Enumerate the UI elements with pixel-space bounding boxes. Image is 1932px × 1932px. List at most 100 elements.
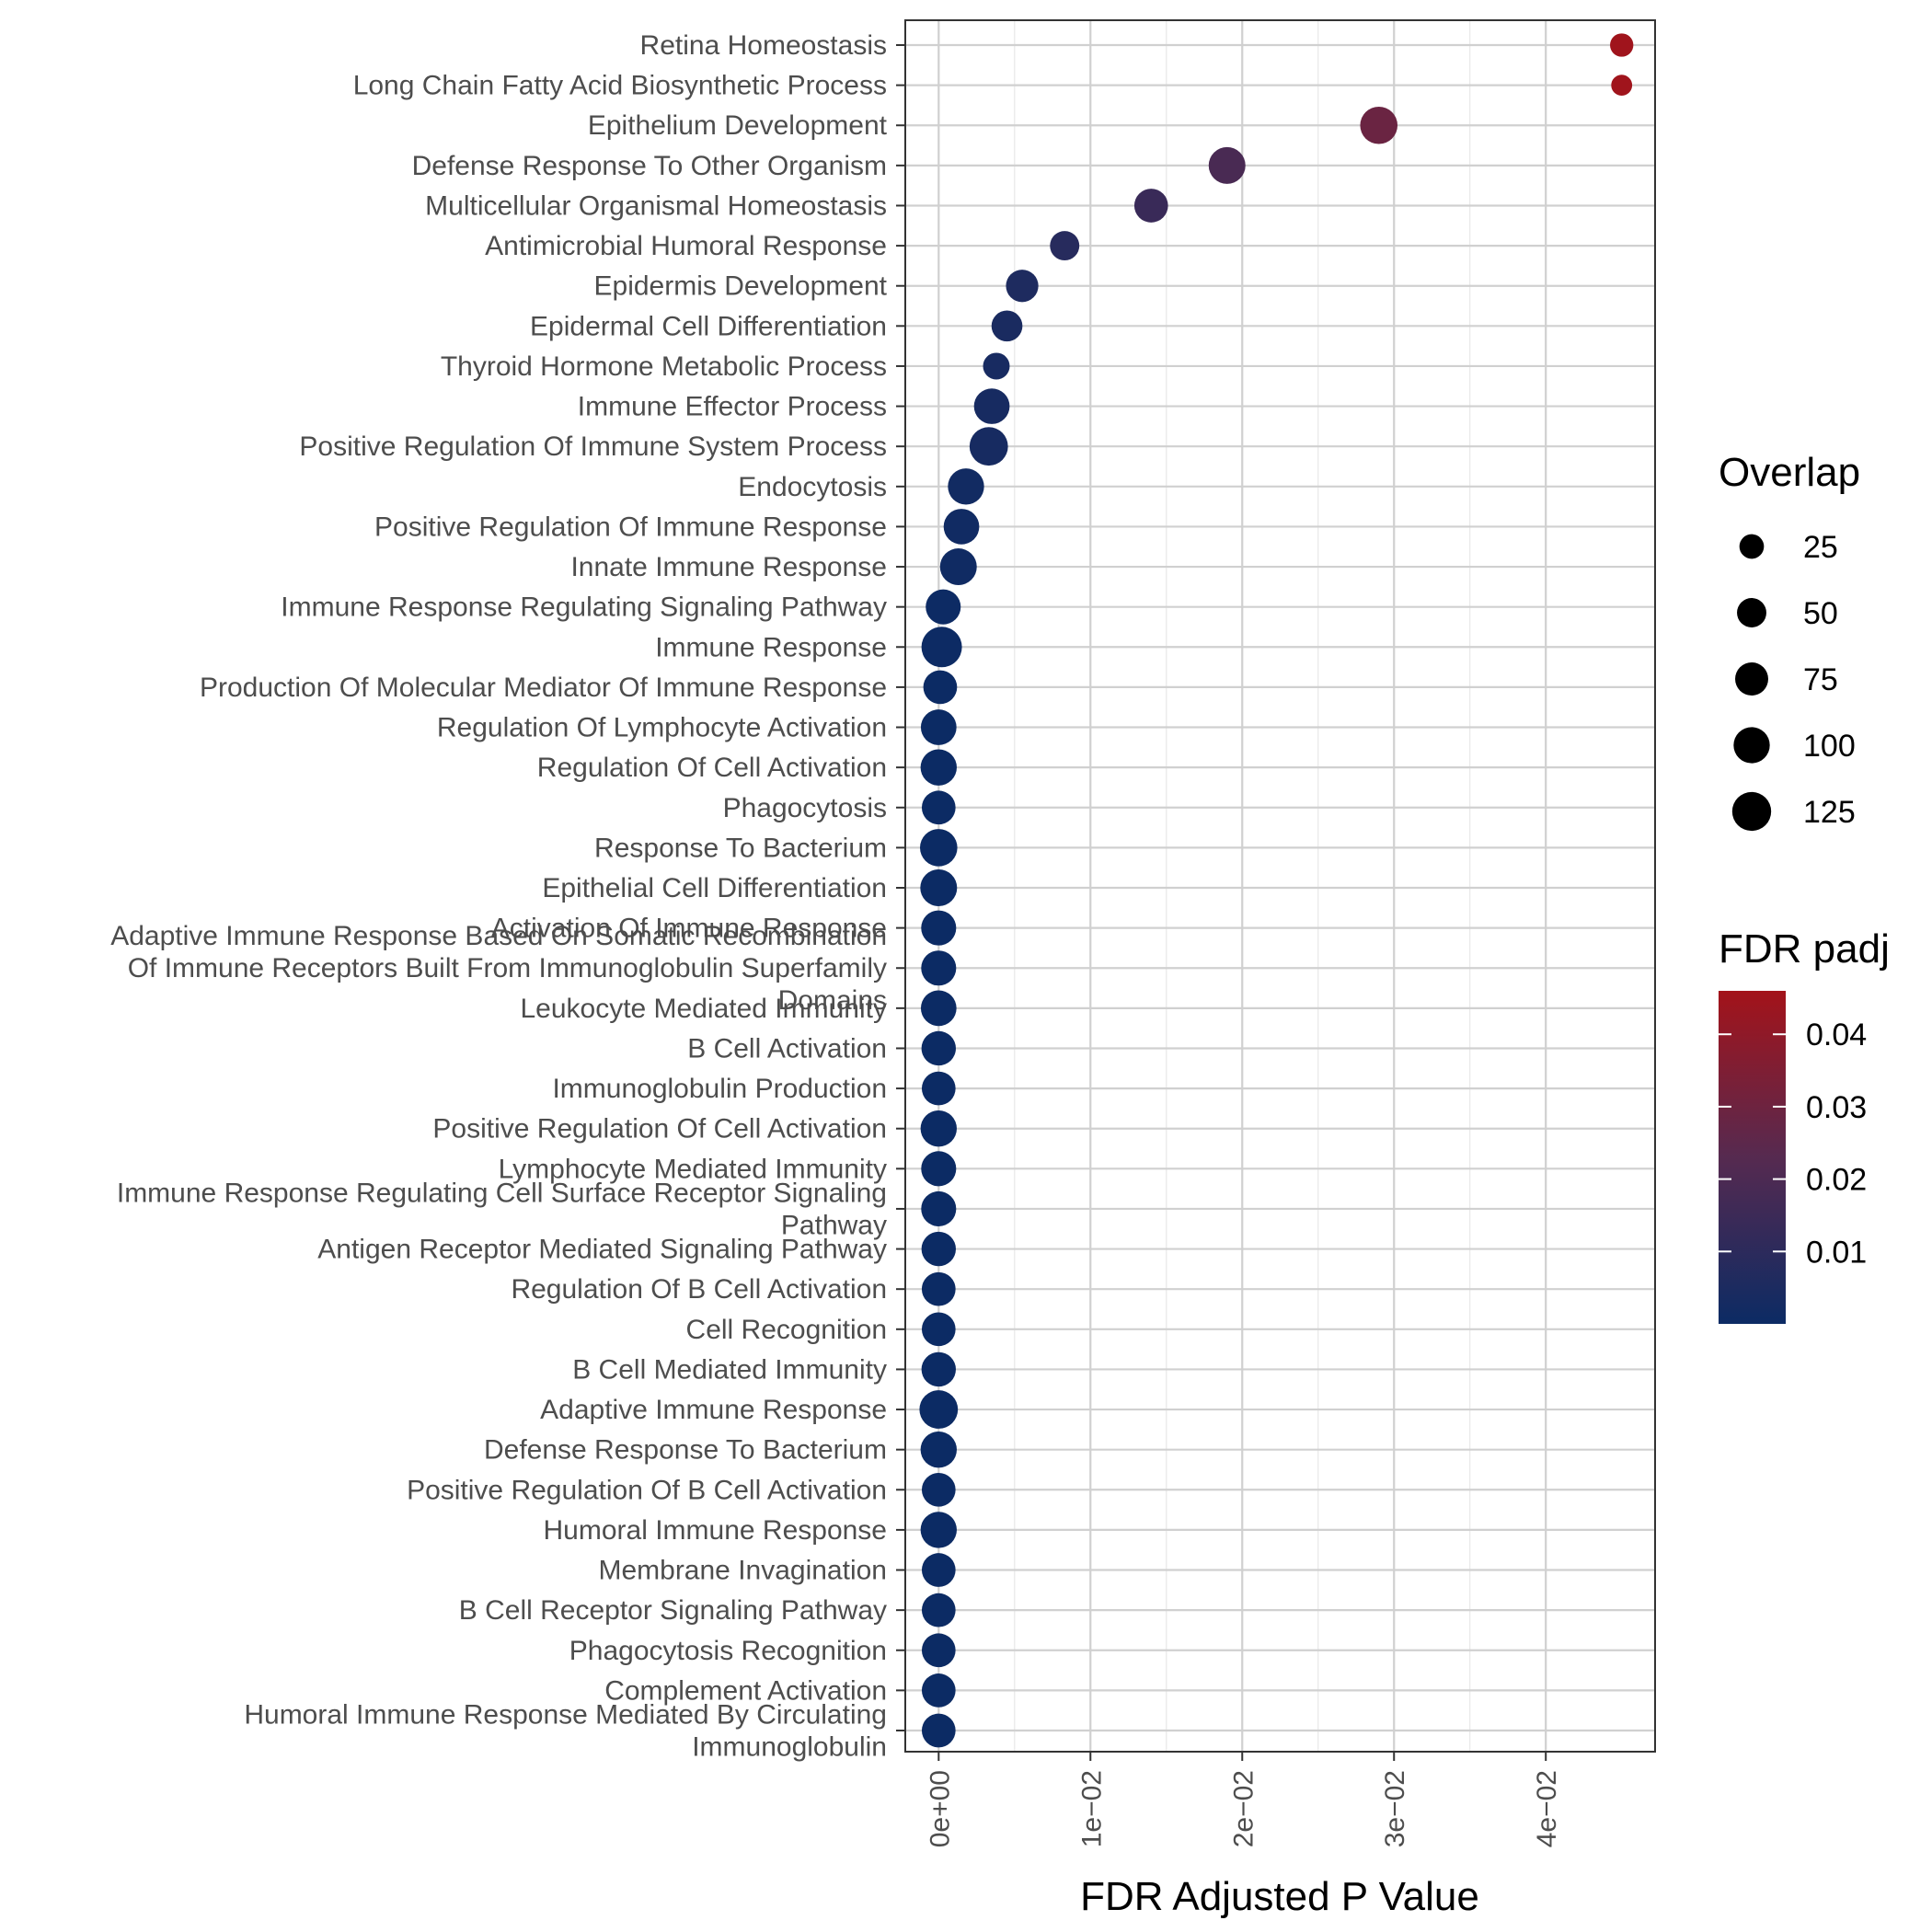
y-axis-label: Immunoglobulin Production — [552, 1074, 887, 1104]
x-tick-label: 0e+00 — [925, 1770, 955, 1847]
data-point — [921, 1673, 956, 1708]
y-axis-label: Regulation Of Cell Activation — [537, 753, 887, 783]
y-axis-label: Innate Immune Response — [570, 552, 887, 582]
data-point — [969, 427, 1008, 466]
overlap-legend-title: Overlap — [1719, 450, 1860, 495]
y-axis-label: Activation Of Immune Response — [491, 914, 887, 944]
y-axis-label: Positive Regulation Of Immune Response — [374, 512, 887, 542]
data-point — [921, 1553, 956, 1587]
data-point — [991, 310, 1023, 342]
y-axis-label: Cell Recognition — [686, 1315, 887, 1345]
data-point — [1360, 106, 1398, 144]
data-point — [973, 388, 1010, 424]
data-point — [919, 829, 958, 867]
y-axis-label: Response To Bacterium — [594, 833, 887, 863]
overlap-legend-label: 50 — [1803, 596, 1838, 631]
data-point — [921, 790, 956, 825]
y-axis-label: Immune Effector Process — [578, 392, 887, 422]
y-axis-label: Positive Regulation Of Cell Activation — [432, 1114, 887, 1144]
data-point — [1006, 270, 1039, 303]
fdr-colorbar — [1719, 991, 1786, 1324]
data-point — [920, 1512, 957, 1548]
data-point — [926, 589, 961, 625]
x-axis-ticks: 0e+00 1e−02 2e−02 3e−02 4e−02 — [925, 1752, 1562, 1847]
overlap-legend-key — [1735, 662, 1768, 696]
data-point — [921, 1151, 957, 1187]
x-tick-label: 1e−02 — [1076, 1770, 1107, 1847]
y-axis-label: Complement Activation — [604, 1675, 887, 1706]
y-axis-label: Phagocytosis Recognition — [569, 1636, 887, 1666]
y-axis-label: Adaptive Immune Response Based On Somati… — [110, 921, 887, 951]
plot-panel-border — [904, 19, 1656, 1753]
y-axis-label: Membrane Invagination — [598, 1556, 887, 1586]
data-point — [921, 910, 957, 946]
overlap-legend-label: 125 — [1803, 795, 1856, 830]
x-tick-label: 3e−02 — [1380, 1770, 1410, 1847]
overlap-legend-label: 75 — [1803, 662, 1838, 697]
data-point — [920, 1110, 957, 1147]
data-point — [921, 1472, 956, 1507]
data-point — [1610, 33, 1634, 57]
y-axis-label: B Cell Receptor Signaling Pathway — [459, 1595, 887, 1626]
fdr-legend-label: 0.04 — [1806, 1018, 1867, 1052]
overlap-legend-key — [1731, 791, 1772, 832]
data-point — [921, 950, 957, 986]
overlap-legend-key — [1739, 534, 1765, 559]
y-axis-label: Production Of Molecular Mediator Of Immu… — [200, 673, 887, 703]
grid-lines — [905, 20, 1655, 1752]
fdr-legend-label: 0.01 — [1806, 1235, 1867, 1270]
data-point — [921, 627, 962, 668]
overlap-legend-label: 100 — [1803, 729, 1856, 764]
y-axis-label: Antigen Receptor Mediated Signaling Path… — [317, 1235, 887, 1265]
y-axis-label: Long Chain Fatty Acid Biosynthetic Proce… — [353, 71, 887, 101]
data-point — [921, 1271, 956, 1306]
overlap-legend-key — [1733, 727, 1770, 764]
y-axis-label: Epidermis Development — [594, 271, 888, 302]
y-axis-label: B Cell Activation — [687, 1033, 887, 1064]
data-point — [920, 709, 957, 745]
data-point — [921, 1633, 956, 1668]
data-point — [921, 1030, 956, 1066]
y-axis-label: Phagocytosis — [723, 793, 887, 823]
y-axis-label: Leukocyte Mediated Immunity — [520, 994, 887, 1024]
fdr-legend-label: 0.03 — [1806, 1090, 1867, 1125]
overlap-legend: Overlap 25 50 75 100 125 — [1719, 450, 1860, 832]
y-axis-label: Positive Regulation Of Immune System Pro… — [299, 431, 887, 462]
y-axis-labels: Retina Homeostasis Long Chain Fatty Acid … — [110, 30, 905, 1763]
fdr-legend: FDR padj 0.04 0.03 0.02 0.01 — [1719, 926, 1890, 1324]
x-tick-label: 2e−02 — [1228, 1770, 1259, 1847]
y-axis-label: Humoral Immune Response Mediated By Circ… — [244, 1700, 887, 1731]
y-axis-label: Domains — [778, 985, 887, 1016]
data-point — [943, 509, 980, 545]
data-point — [921, 1593, 956, 1627]
overlap-legend-label: 25 — [1803, 530, 1838, 565]
overlap-legend-key — [1737, 598, 1766, 627]
y-axis-label: Positive Regulation Of B Cell Activation — [407, 1475, 887, 1505]
data-point — [921, 1231, 956, 1267]
y-axis-label: Epithelial Cell Differentiation — [542, 873, 887, 903]
y-axis-label: Of Immune Receptors Built From Immunoglo… — [128, 953, 887, 983]
y-axis-label: Lymphocyte Mediated Immunity — [499, 1154, 887, 1184]
data-points — [919, 33, 1634, 1748]
data-point — [983, 352, 1010, 380]
data-point — [1208, 146, 1246, 184]
x-axis-title: FDR Adjusted P Value — [1080, 1874, 1479, 1919]
y-axis-label: Adaptive Immune Response — [540, 1395, 887, 1425]
overlap-legend-items: 25 50 75 100 125 — [1731, 530, 1856, 832]
y-axis-label: Epidermal Cell Differentiation — [530, 311, 887, 341]
data-point — [920, 749, 957, 786]
y-axis-label: Defense Response To Bacterium — [484, 1435, 887, 1466]
data-point — [939, 548, 977, 586]
data-point — [921, 1351, 956, 1387]
data-point — [919, 1390, 959, 1429]
y-axis-label: Immunoglobulin — [692, 1732, 887, 1763]
data-point — [1133, 189, 1168, 223]
y-axis-label: Regulation Of Lymphocyte Activation — [437, 713, 887, 743]
fdr-legend-title: FDR padj — [1719, 926, 1890, 972]
data-point — [1611, 75, 1633, 97]
x-tick-label: 4e−02 — [1532, 1770, 1562, 1847]
y-axis-label: Epithelium Development — [588, 110, 888, 141]
y-axis-label: Immune Response Regulating Cell Surface … — [117, 1178, 887, 1208]
data-point — [921, 1312, 956, 1347]
